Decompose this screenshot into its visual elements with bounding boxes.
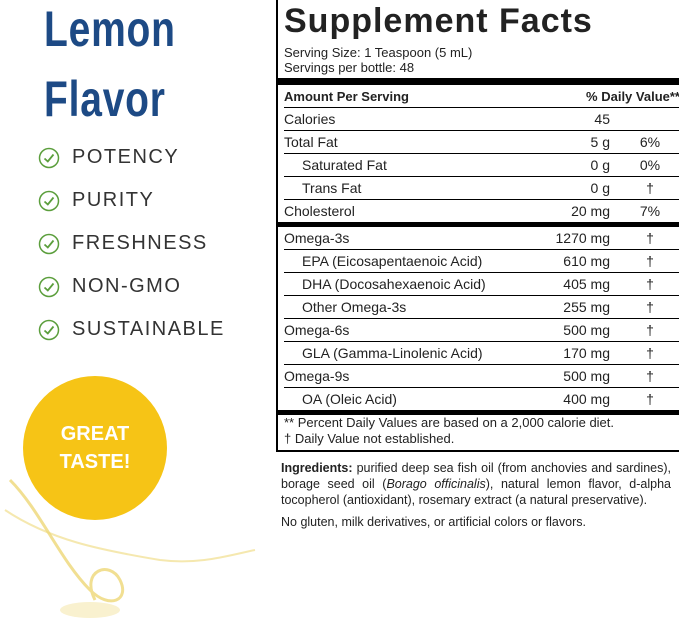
daily-value: 6%: [639, 134, 661, 150]
daily-value: †: [646, 368, 654, 384]
serving: Servings per bottle: 48: [284, 60, 415, 75]
daily-value: †: [646, 276, 654, 292]
facts-row: GLA (Gamma-Linolenic Acid) 170 mg †: [284, 341, 679, 364]
facts-row: Omega-6s 500 mg †: [284, 318, 679, 341]
nutrient: Saturated Fat: [302, 157, 387, 173]
check-label: POTENCY: [72, 146, 180, 168]
amount: 45: [594, 111, 610, 127]
check-item: FRESHNESS: [38, 232, 208, 255]
daily-value: †: [646, 322, 654, 338]
check-icon: [38, 190, 60, 211]
daily-value: †: [646, 345, 654, 361]
rule: [278, 410, 679, 415]
nutrient: Trans Fat: [302, 180, 362, 196]
facts-title: Supplement Facts: [284, 2, 593, 40]
daily-value: †: [646, 230, 654, 246]
nutrient: Total Fat: [284, 134, 338, 150]
note: No gluten, milk derivatives, or artifici…: [281, 515, 586, 529]
ingredients: Ingredients: purified deep sea fish oil …: [281, 460, 671, 530]
badge-text: GREAT: [60, 423, 130, 445]
facts-row: Omega-9s 500 mg †: [284, 364, 679, 387]
nutrient: Other Omega-3s: [302, 299, 407, 315]
rule: [278, 78, 679, 85]
amount: 0 g: [590, 180, 610, 196]
facts-row: Saturated Fat 0 g 0%: [284, 153, 679, 176]
amount: 1270 mg: [555, 230, 610, 246]
nutrient: Omega-9s: [284, 368, 350, 384]
daily-value: †: [646, 180, 654, 196]
serving: Serving Size: 1 Teaspoon (5 mL): [284, 45, 473, 60]
amount: 170 mg: [563, 345, 610, 361]
badge: GREAT TASTE!: [23, 376, 167, 520]
daily-value: †: [646, 299, 654, 315]
badge-text: TASTE!: [59, 451, 131, 473]
supplement-facts: Supplement Facts Serving Size: 1 Teaspoo…: [276, 0, 679, 452]
facts-row: Calories 45: [284, 107, 679, 130]
header-row: Amount Per Serving % Daily Value**: [284, 85, 679, 107]
oil-splash: [4, 478, 256, 618]
facts-row: OA (Oleic Acid) 400 mg †: [284, 387, 679, 410]
amount: 255 mg: [563, 299, 610, 315]
rule: [278, 222, 679, 227]
facts-row: Cholesterol 20 mg 7%: [284, 199, 679, 222]
check-item: PURITY: [38, 189, 154, 212]
footnote: † Daily Value not established.: [284, 431, 455, 446]
check-item: NON-GMO: [38, 275, 181, 298]
ingredients-text: purified deep sea fish oil (from anchovi…: [281, 461, 671, 491]
nutrient: Omega-3s: [284, 230, 350, 246]
ingredients-italic: Borago officinalis: [386, 477, 486, 491]
ingredients-label: Ingredients:: [281, 461, 353, 475]
amount: 610 mg: [563, 253, 610, 269]
amount: 400 mg: [563, 391, 610, 407]
check-label: NON-GMO: [72, 275, 182, 297]
amount: 5 g: [590, 134, 610, 150]
nutrient: DHA (Docosahexaenoic Acid): [302, 276, 486, 292]
daily-value: 7%: [639, 203, 661, 219]
flavor-title: Lemon: [44, 1, 176, 57]
footnote: ** Percent Daily Values are based on a 2…: [284, 415, 615, 430]
check-item: SUSTAINABLE: [38, 318, 225, 341]
check-label: PURITY: [72, 189, 155, 211]
header: % Daily Value**: [586, 88, 679, 104]
facts-row: Trans Fat 0 g †: [284, 176, 679, 199]
daily-value: 0%: [639, 157, 661, 173]
ingredients-text: ), natural lemon flavor, d-alpha tocophe…: [281, 477, 671, 507]
check-label: SUSTAINABLE: [72, 318, 225, 340]
header: Amount Per Serving: [284, 88, 409, 104]
nutrient: Omega-6s: [284, 322, 350, 338]
amount: 500 mg: [563, 368, 610, 384]
flavor-title: Flavor: [44, 71, 166, 127]
check-item: POTENCY: [38, 146, 179, 169]
nutrient: Calories: [284, 111, 336, 127]
check-icon: [38, 276, 60, 297]
facts-row: Omega-3s 1270 mg †: [284, 227, 679, 249]
amount: 20 mg: [571, 203, 610, 219]
check-icon: [38, 319, 60, 340]
amount: 405 mg: [563, 276, 610, 292]
facts-row: DHA (Docosahexaenoic Acid) 405 mg †: [284, 272, 679, 295]
nutrient: Cholesterol: [284, 203, 355, 219]
nutrient: OA (Oleic Acid): [302, 391, 397, 407]
check-label: FRESHNESS: [72, 232, 208, 254]
rows: Calories 45 Total Fat 5 g 6% Saturated Fat 0 g…: [278, 107, 679, 415]
facts-row: Other Omega-3s 255 mg †: [284, 295, 679, 318]
amount: 0 g: [590, 157, 610, 173]
amount: 500 mg: [563, 322, 610, 338]
check-icon: [38, 147, 60, 168]
nutrient: EPA (Eicosapentaenoic Acid): [302, 253, 483, 269]
facts-row: Total Fat 5 g 6%: [284, 130, 679, 153]
check-icon: [38, 233, 60, 254]
daily-value: †: [646, 253, 654, 269]
nutrient: GLA (Gamma-Linolenic Acid): [302, 345, 483, 361]
daily-value: †: [646, 391, 654, 407]
facts-row: EPA (Eicosapentaenoic Acid) 610 mg †: [284, 249, 679, 272]
